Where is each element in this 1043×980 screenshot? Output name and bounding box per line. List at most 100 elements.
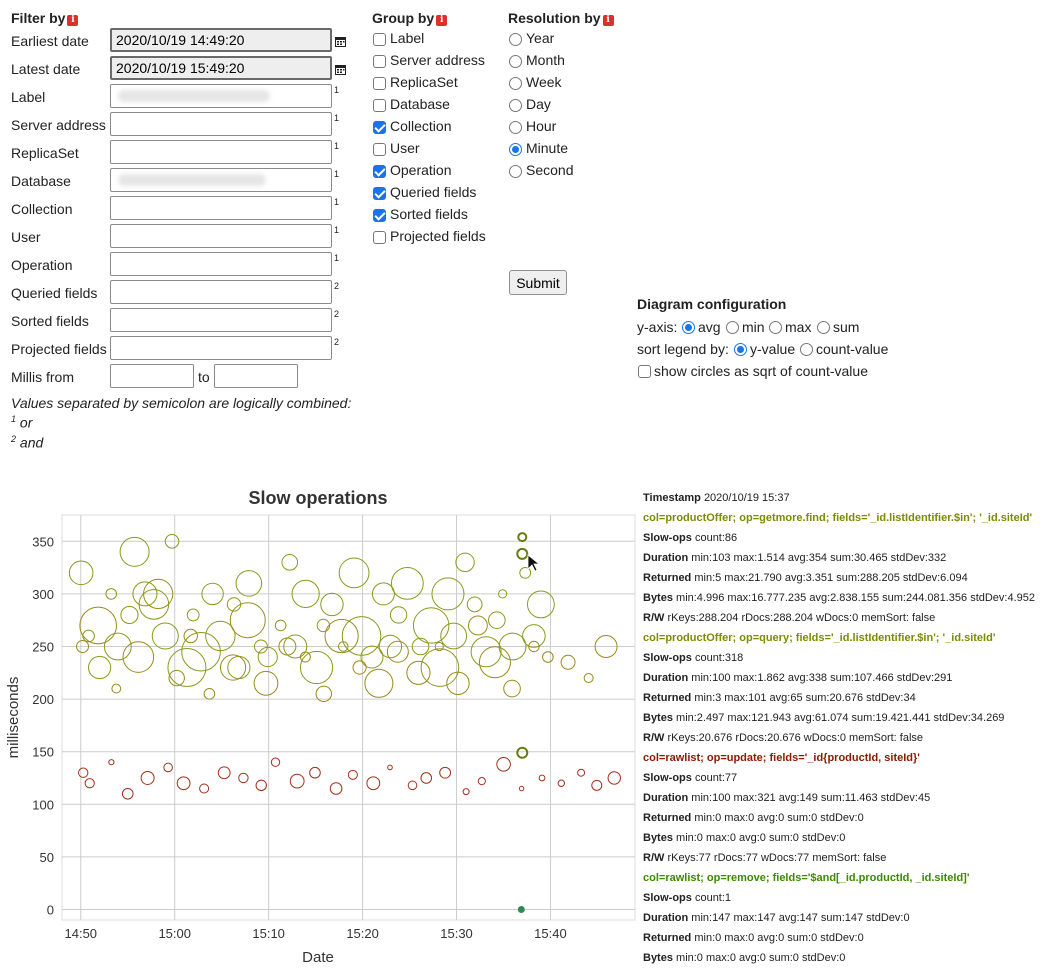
filter-superscript: 1 xyxy=(334,85,340,95)
plot-area xyxy=(61,514,636,921)
resolution-label: Minute xyxy=(526,140,569,156)
calendar-icon[interactable] xyxy=(335,62,346,75)
resolution-label: Day xyxy=(526,96,551,112)
data-point xyxy=(518,785,525,792)
yaxis-radio[interactable] xyxy=(726,321,739,334)
filter-input[interactable] xyxy=(110,140,332,164)
filter-input[interactable] xyxy=(110,280,332,304)
detail-line: R/W rKeys:288.204 rDocs:288.204 wDocs:0 … xyxy=(643,612,935,624)
group-label: Label xyxy=(390,30,425,46)
detail-line: Returned min:5 max:21.790 avg:3.351 sum:… xyxy=(643,572,968,584)
sqrt-checkbox[interactable] xyxy=(638,365,651,378)
data-point xyxy=(103,632,132,661)
data-point xyxy=(467,615,488,636)
info-icon[interactable]: i xyxy=(436,15,448,26)
detail-key: Slow-ops xyxy=(643,652,692,664)
filter-input[interactable] xyxy=(110,336,332,360)
resolution-radio[interactable] xyxy=(509,121,522,134)
yaxis-radio[interactable] xyxy=(817,321,830,334)
detail-key: R/W xyxy=(643,852,665,864)
data-point xyxy=(522,624,546,648)
data-point xyxy=(108,759,115,766)
data-point xyxy=(446,671,470,696)
yaxis-radio[interactable] xyxy=(682,321,695,334)
filter-input[interactable] xyxy=(110,308,332,332)
y-tick-label: 250 xyxy=(32,639,54,654)
group-checkbox[interactable] xyxy=(373,231,386,244)
filter-input[interactable] xyxy=(110,252,332,276)
data-point xyxy=(324,618,359,654)
filter-label: Server address xyxy=(11,117,106,133)
detail-group-key: col=rawlist; op=update; fields='_id{prod… xyxy=(643,752,920,764)
group-checkbox[interactable] xyxy=(373,165,386,178)
data-point xyxy=(371,582,395,606)
data-point xyxy=(119,536,150,567)
filter-label: Sorted fields xyxy=(11,313,89,329)
filter-input[interactable] xyxy=(110,196,332,220)
data-point xyxy=(88,655,112,680)
data-point xyxy=(439,766,452,779)
group-checkbox[interactable] xyxy=(373,77,386,90)
slow-operations-chart[interactable]: 0 50 100 150 200 250 300 350 14:50 15:00 15:10 15:2… xyxy=(0,480,640,970)
sort-radio[interactable] xyxy=(800,343,813,356)
data-point xyxy=(386,640,409,663)
y-tick-label: 0 xyxy=(47,902,54,917)
filter-superscript: 1 xyxy=(334,197,340,207)
data-point xyxy=(199,783,210,794)
data-point xyxy=(528,640,540,653)
yaxis-radio[interactable] xyxy=(769,321,782,334)
group-checkbox[interactable] xyxy=(373,121,386,134)
group-checkbox[interactable] xyxy=(373,33,386,46)
detail-key: Returned xyxy=(643,692,692,704)
filter-input[interactable] xyxy=(110,84,332,108)
data-point xyxy=(420,772,433,784)
detail-key: Timestamp xyxy=(643,492,701,504)
earliest-date-input[interactable] xyxy=(110,28,332,52)
data-point xyxy=(253,639,268,654)
group-checkbox[interactable] xyxy=(373,99,386,112)
detail-line: Duration min:100 max:1.862 avg:338 sum:1… xyxy=(643,672,952,684)
detail-value: min:100 max:321 avg:149 sum:11.463 stdDe… xyxy=(691,792,931,804)
data-point xyxy=(466,596,483,613)
resolution-radio[interactable] xyxy=(509,165,522,178)
data-point xyxy=(387,764,393,771)
resolution-radio[interactable] xyxy=(509,33,522,46)
resolution-radio[interactable] xyxy=(509,77,522,90)
info-icon[interactable]: i xyxy=(602,15,614,26)
sort-radio[interactable] xyxy=(734,343,747,356)
y-tick-label: 350 xyxy=(32,534,54,549)
group-checkbox[interactable] xyxy=(373,187,386,200)
resolution-radio[interactable] xyxy=(509,55,522,68)
group-checkbox[interactable] xyxy=(373,143,386,156)
data-point xyxy=(140,770,155,785)
filter-input[interactable] xyxy=(110,224,332,248)
group-checkbox[interactable] xyxy=(373,209,386,222)
millis-from-input[interactable] xyxy=(110,364,194,388)
latest-date-input[interactable] xyxy=(110,56,332,80)
group-checkbox[interactable] xyxy=(373,55,386,68)
filter-input[interactable] xyxy=(110,112,332,136)
resolution-radio[interactable] xyxy=(509,99,522,112)
data-point xyxy=(219,654,247,681)
detail-value: min:0 max:0 avg:0 sum:0 stdDev:0 xyxy=(694,932,864,944)
resolution-label: Hour xyxy=(526,118,557,134)
y-tick-label: 150 xyxy=(32,745,54,760)
detail-line: Duration min:147 max:147 avg:147 sum:147… xyxy=(643,912,910,924)
data-point xyxy=(291,579,320,608)
detail-key: Duration xyxy=(643,672,689,684)
detail-line: Slow-ops count:77 xyxy=(643,772,737,784)
data-point xyxy=(238,772,249,784)
data-point xyxy=(488,611,506,629)
y-tick-label: 300 xyxy=(32,587,54,602)
x-tick-label: 15:10 xyxy=(252,926,285,941)
resolution-radio[interactable] xyxy=(509,143,522,156)
detail-value: min:103 max:1.514 avg:354 sum:30.465 std… xyxy=(691,552,947,564)
info-icon[interactable]: i xyxy=(67,15,79,26)
detail-value: min:5 max:21.790 avg:3.351 sum:288.205 s… xyxy=(694,572,968,584)
millis-to-input[interactable] xyxy=(214,364,298,388)
detail-key: Bytes xyxy=(643,952,673,964)
submit-button[interactable]: Submit xyxy=(509,270,567,295)
detail-line: R/W rKeys:20.676 rDocs:20.676 wDocs:0 me… xyxy=(643,732,923,744)
data-point xyxy=(168,669,185,687)
calendar-icon[interactable] xyxy=(335,34,346,47)
